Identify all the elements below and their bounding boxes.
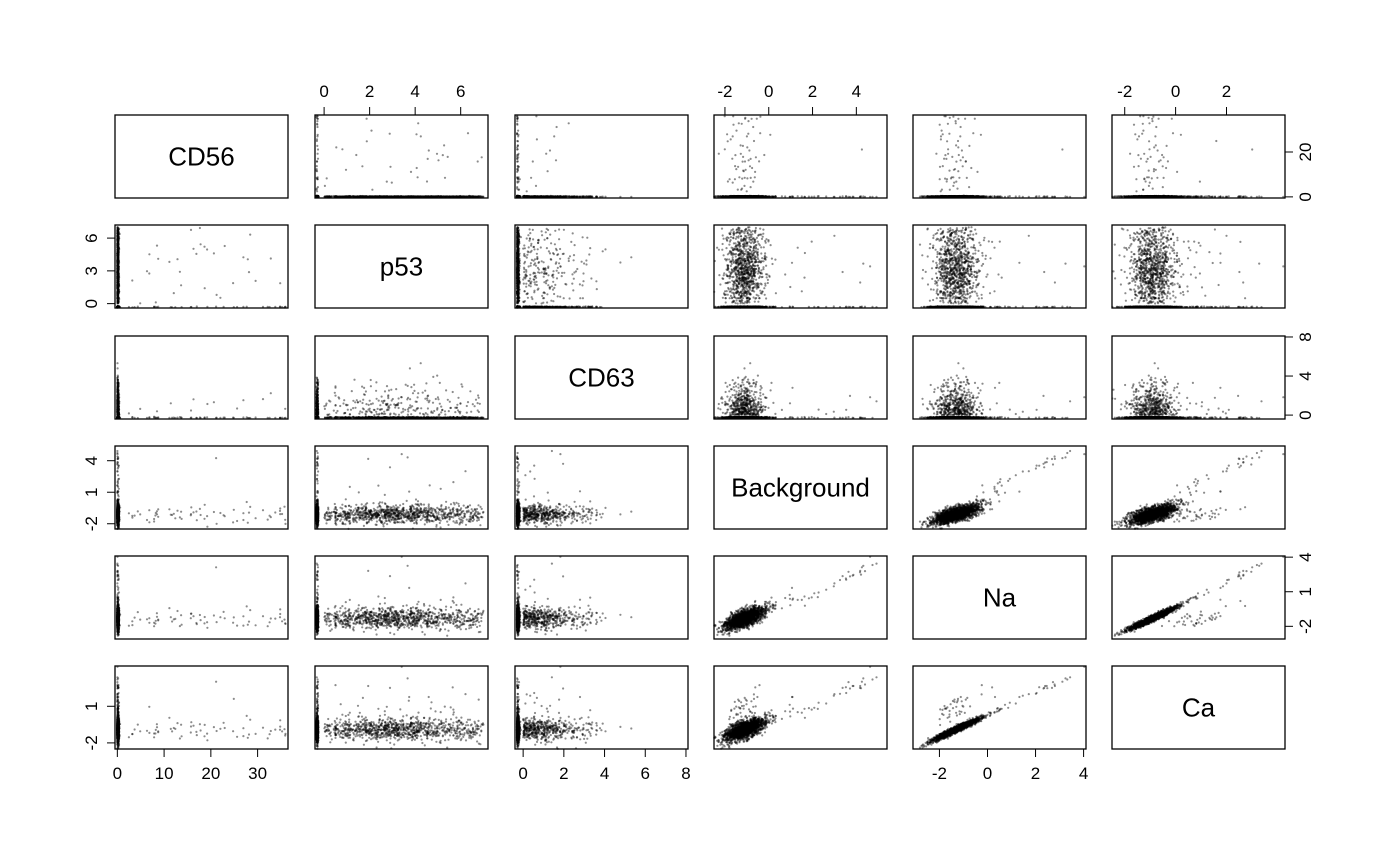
data-point bbox=[316, 161, 318, 163]
panel-frame bbox=[515, 225, 688, 308]
panel-frame bbox=[115, 336, 288, 419]
data-point bbox=[317, 153, 319, 155]
data-point bbox=[317, 148, 319, 150]
data-point bbox=[389, 133, 391, 135]
data-point bbox=[416, 167, 418, 169]
data-point bbox=[442, 154, 444, 156]
data-point bbox=[316, 190, 318, 192]
data-point bbox=[420, 135, 422, 137]
data-point bbox=[361, 165, 363, 167]
panel-frame bbox=[115, 666, 288, 749]
data-point bbox=[326, 177, 328, 179]
data-point bbox=[317, 158, 319, 160]
panel-frame bbox=[115, 556, 288, 639]
data-point bbox=[427, 158, 429, 160]
data-point bbox=[316, 115, 318, 117]
data-point bbox=[316, 126, 318, 128]
data-point bbox=[316, 135, 318, 137]
panel-frame bbox=[115, 446, 288, 529]
data-point bbox=[371, 189, 373, 191]
data-point bbox=[447, 156, 449, 158]
panel-frame bbox=[115, 225, 288, 308]
panel-grid bbox=[115, 115, 1285, 749]
panel-frame bbox=[1112, 115, 1285, 198]
data-point bbox=[316, 145, 318, 147]
data-point bbox=[316, 165, 318, 167]
panel-frame bbox=[515, 666, 688, 749]
data-point bbox=[436, 153, 438, 155]
data-point bbox=[335, 146, 337, 148]
data-point bbox=[317, 186, 319, 188]
data-point bbox=[324, 185, 326, 187]
data-point bbox=[481, 156, 483, 158]
data-point bbox=[316, 123, 318, 125]
panel-frame bbox=[913, 225, 1086, 308]
data-point bbox=[366, 140, 368, 142]
scatter-points bbox=[116, 115, 1284, 750]
panel-frame bbox=[913, 115, 1086, 198]
data-point bbox=[477, 160, 479, 162]
data-point bbox=[417, 176, 419, 178]
data-point bbox=[389, 166, 391, 168]
data-point bbox=[345, 169, 347, 171]
panel-frame bbox=[315, 115, 488, 198]
data-point bbox=[316, 120, 318, 122]
panel-frame bbox=[714, 115, 887, 198]
data-point bbox=[410, 171, 412, 173]
panel-frame bbox=[515, 115, 688, 198]
